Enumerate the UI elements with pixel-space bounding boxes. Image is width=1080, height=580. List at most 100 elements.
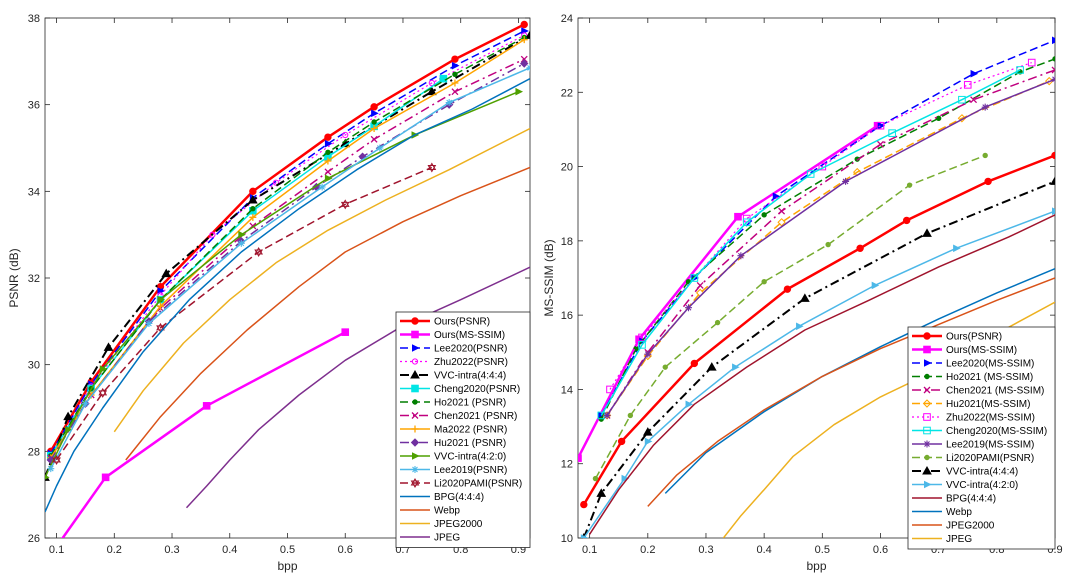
y-axis-label: PSNR (dB) (7, 248, 21, 307)
legend-label-jpeg2000: JPEG2000 (946, 521, 995, 532)
data-point-cheng2020-ms-ssim (690, 274, 699, 282)
data-point-vvc-intra-4-4-4 (922, 228, 932, 237)
series-line-ours-psnr (49, 23, 525, 452)
x-tick-label: 0.6 (873, 544, 888, 556)
data-point-vvc-intra-4-2-0 (238, 230, 246, 239)
data-point-vvc-intra-4-2-0 (515, 87, 524, 96)
legend-marker-lee2019-psnr (411, 466, 419, 473)
data-point-chen2021-psnr (451, 88, 459, 96)
data-point-li2020pami-psnr (98, 390, 108, 398)
data-point-lee2019-psnr (526, 64, 530, 72)
legend-marker-hu2021-ms-ssim (922, 399, 932, 408)
y-tick-label: 16 (561, 310, 573, 322)
data-point-lee2020-psnr (371, 109, 379, 118)
series-layer (578, 36, 1055, 538)
data-point-vvc-intra-4-4-4 (63, 411, 73, 421)
legend-marker-lee2020-psnr (412, 344, 420, 352)
data-point-li2020pami-psnr (825, 241, 831, 248)
data-point-li2020pami-psnr (156, 325, 165, 333)
data-point-li2020pami-psnr (156, 322, 165, 331)
legend-label-jpeg: JPEG (946, 534, 972, 545)
x-tick-label: 0.2 (640, 544, 655, 556)
legend-marker-vvc-intra-4-4-4 (922, 465, 932, 475)
data-point-chen2021-ms-ssim (696, 281, 704, 289)
y-tick-label: 12 (561, 459, 573, 471)
data-point-lee2020-ms-ssim (970, 69, 979, 78)
data-point-vvc-intra-4-2-0 (157, 295, 166, 304)
legend: Ours(PSNR) Ours(MS-SSIM) Lee2020(MS-SSIM) H… (907, 326, 1056, 550)
data-point-vvc-intra-4-2-0 (796, 322, 804, 331)
data-point-zhu2022-psnr (342, 131, 349, 139)
data-point-vvc-intra-4-4-4 (706, 362, 717, 371)
data-point-li2020pami-psnr (982, 152, 988, 159)
data-point-vvc-intra-4-2-0 (871, 281, 880, 290)
data-point-lee2019-ms-ssim (737, 252, 745, 260)
data-point-li2020pami-psnr (592, 475, 599, 482)
data-point-li2020pami-psnr (427, 165, 437, 173)
legend-label-ho2021-psnr: Ho2021 (PSNR) (434, 398, 506, 409)
legend-marker-hu2021-psnr (410, 438, 420, 447)
data-point-ho2021-psnr (452, 71, 458, 78)
data-point-lee2019-psnr (445, 99, 453, 106)
legend-marker-ma2022-psnr (411, 425, 419, 433)
data-point-vvc-intra-4-4-4 (103, 342, 114, 351)
data-point-li2020pami-psnr (427, 162, 437, 170)
series-line-ours-ms-ssim (61, 331, 346, 538)
legend-label-jpeg2000: JPEG2000 (434, 519, 483, 530)
series-line-jpeg2000 (647, 277, 1055, 507)
data-point-lee2019-ms-ssim (842, 177, 850, 185)
legend-label-webp: Webp (434, 506, 460, 517)
data-point-cheng2020-psnr (439, 74, 448, 83)
legend-label-chen2021-ms-ssim: Chen2021 (MS-SSIM) (946, 386, 1044, 397)
x-tick-label: 0.3 (698, 544, 713, 556)
series-line-zhu2022-ms-ssim (609, 62, 1032, 390)
legend-marker-li2020pami-psnr (410, 480, 420, 488)
series-line-jpeg (185, 266, 530, 509)
data-point-li2020pami-psnr (906, 182, 913, 188)
data-point-ho2021-ms-ssim (1052, 56, 1055, 62)
y-axis-label: MS-SSIM (dB) (542, 239, 556, 316)
x-tick-label: 0.2 (107, 544, 122, 556)
data-point-vvc-intra-4-2-0 (621, 474, 630, 483)
data-point-ours-psnr (783, 285, 792, 293)
legend-label-bpg-4-4-4: BPG(4:4:4) (434, 492, 484, 503)
data-point-ours-psnr (856, 244, 864, 252)
data-point-lee2019-ms-ssim (981, 103, 989, 111)
data-point-li2020pami-psnr (662, 364, 668, 370)
data-point-ours-psnr (580, 500, 588, 509)
data-point-hu2021-ms-ssim (777, 218, 786, 227)
psnr-chart-panel: 0.1 0.2 0.3 0.4 0.5 0.6 0.7 0.8 0.92628303234363… (7, 13, 531, 573)
y-tick-label: 14 (561, 384, 573, 396)
data-point-ours-psnr (690, 359, 699, 368)
legend-marker-cheng2020-psnr (411, 384, 419, 393)
legend-marker-vvc-intra-4-2-0 (924, 480, 932, 489)
data-point-vvc-intra-4-4-4 (161, 268, 172, 278)
data-point-lee2020-psnr (451, 61, 460, 70)
x-tick-label: 0.5 (815, 544, 830, 556)
legend-marker-vvc-intra-4-2-0 (412, 452, 420, 460)
y-tick-label: 22 (561, 87, 573, 99)
legend-marker-lee2019-ms-ssim (923, 440, 931, 448)
x-tick-label: 0.6 (338, 544, 353, 556)
x-tick-label: 0.4 (756, 544, 771, 556)
legend-label-li2020pami-psnr: Li2020PAMI(PSNR) (434, 479, 522, 490)
y-tick-label: 18 (561, 236, 573, 248)
series-line-cheng2020-ms-ssim (600, 69, 1021, 416)
data-point-cheng2020-ms-ssim (1016, 66, 1024, 74)
data-point-ho2021-ms-ssim (935, 115, 942, 121)
data-point-vvc-intra-4-2-0 (1052, 207, 1055, 215)
data-point-vvc-intra-4-4-4 (247, 194, 258, 204)
data-point-lee2019-ms-ssim (603, 411, 611, 419)
data-point-ours-psnr (370, 103, 378, 111)
data-point-lee2019-psnr (81, 400, 89, 408)
data-point-lee2020-psnr (324, 139, 333, 148)
data-point-ours-psnr (984, 177, 992, 186)
data-point-ours-psnr (520, 20, 528, 29)
legend-label-vvc-intra-4-4-4: VVC-intra(4:4:4) (434, 371, 506, 382)
data-point-ho2021-psnr (371, 119, 377, 125)
data-point-ma2022-psnr (520, 36, 528, 44)
legend-marker-zhu2022-ms-ssim (923, 413, 931, 421)
data-point-ours-psnr (451, 55, 459, 63)
data-point-vvc-intra-4-2-0 (580, 534, 589, 538)
data-point-zhu2022-ms-ssim (606, 385, 614, 394)
